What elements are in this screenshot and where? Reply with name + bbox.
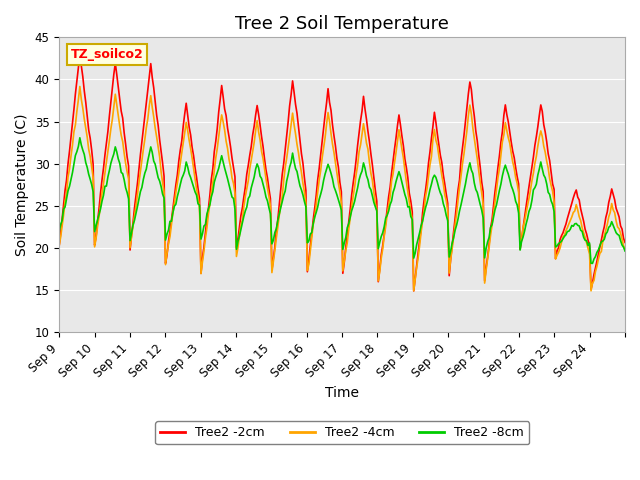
Tree2 -2cm [410, 288, 417, 294]
Tree2 -4cm [76, 84, 84, 89]
Y-axis label: Soil Temperature (C): Soil Temperature (C) [15, 114, 29, 256]
Tree2 -8cm [460, 188, 468, 194]
Tree2 -2cm [461, 119, 469, 124]
Tree2 -4cm [460, 151, 468, 157]
Tree2 -2cm [55, 243, 63, 249]
Legend: Tree2 -2cm, Tree2 -4cm, Tree2 -8cm: Tree2 -2cm, Tree2 -4cm, Tree2 -8cm [155, 421, 529, 444]
Tree2 -8cm [620, 244, 627, 250]
Tree2 -8cm [55, 229, 63, 235]
Tree2 -4cm [348, 204, 355, 210]
Tree2 -4cm [587, 288, 595, 294]
Tree2 -4cm [93, 224, 101, 229]
Line: Tree2 -4cm: Tree2 -4cm [59, 86, 625, 291]
Title: Tree 2 Soil Temperature: Tree 2 Soil Temperature [235, 15, 449, 33]
Tree2 -4cm [74, 97, 82, 103]
Tree2 -2cm [621, 240, 629, 245]
Tree2 -4cm [545, 165, 552, 171]
Tree2 -4cm [620, 243, 627, 249]
Tree2 -2cm [74, 65, 82, 71]
Tree2 -4cm [621, 246, 629, 252]
Tree2 -8cm [93, 217, 101, 223]
Tree2 -4cm [55, 243, 63, 249]
Tree2 -8cm [621, 248, 629, 254]
Tree2 -8cm [348, 208, 355, 214]
Line: Tree2 -8cm: Tree2 -8cm [59, 138, 625, 264]
Tree2 -8cm [74, 144, 82, 149]
Tree2 -2cm [546, 158, 554, 164]
Tree2 -8cm [589, 261, 596, 266]
Tree2 -2cm [93, 218, 101, 224]
Tree2 -2cm [76, 51, 84, 57]
Tree2 -2cm [620, 235, 627, 241]
Tree2 -2cm [348, 192, 355, 198]
Line: Tree2 -2cm: Tree2 -2cm [59, 54, 625, 291]
Tree2 -8cm [76, 135, 84, 141]
Text: TZ_soilco2: TZ_soilco2 [70, 48, 143, 61]
Tree2 -8cm [545, 190, 552, 195]
X-axis label: Time: Time [325, 385, 359, 400]
